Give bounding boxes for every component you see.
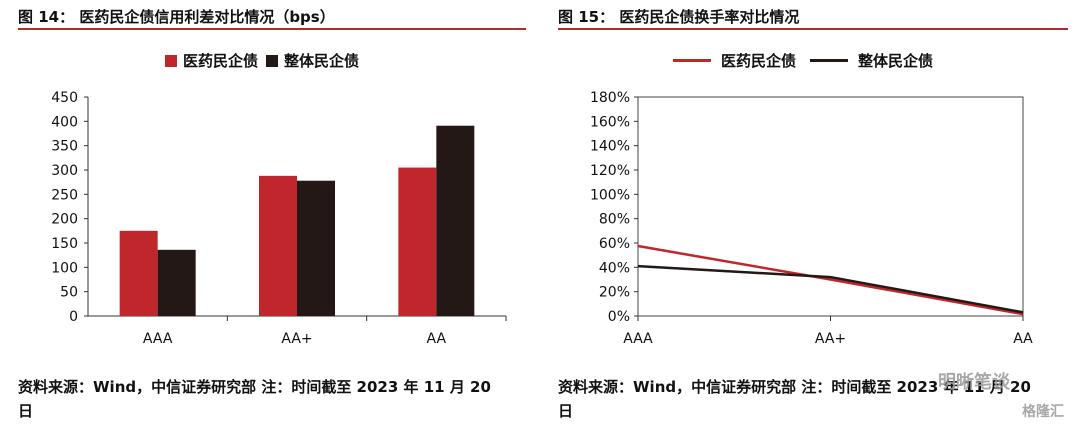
legend: 医药民企债 整体民企债 — [673, 50, 941, 71]
x-tick-label: AA+ — [281, 331, 312, 347]
y-tick-label: 60% — [599, 236, 630, 252]
series-line-overall — [637, 264, 1024, 314]
y-tick-label: 250 — [51, 187, 78, 203]
y-tick-label: 120% — [590, 163, 630, 179]
y-tick-label: 200 — [51, 212, 78, 228]
bar-overall — [297, 180, 335, 316]
y-tick-label: 40% — [599, 260, 630, 276]
source-note: 资料来源：Wind，中信证券研究部 注：时间截至 2023 年 11 月 20 … — [558, 375, 1068, 423]
bar-overall — [157, 249, 196, 316]
plot-frame — [637, 96, 1024, 317]
legend-item-black: 整体民企债 — [266, 50, 359, 71]
source-line: 日 — [18, 402, 34, 420]
bar-overall — [436, 125, 475, 316]
series-line-pharma — [637, 244, 1024, 316]
chart-title: 图 14： 医药民企债信用利差对比情况（bps） — [18, 8, 335, 26]
left-panel: 图 14： 医药民企债信用利差对比情况（bps） 医药民企债 整体民企债 0 50… — [18, 0, 526, 431]
y-tick-label: 350 — [51, 139, 78, 155]
x-tick-label: AA — [427, 331, 447, 347]
legend-line-black — [810, 59, 849, 62]
source-note: 资料来源：Wind，中信证券研究部 注：时间截至 2023 年 11 月 20 … — [18, 375, 526, 423]
bar-pharma — [119, 230, 158, 316]
legend-label: 整体民企债 — [284, 52, 360, 70]
legend-item-red: 医药民企债 — [165, 50, 258, 71]
bar-pharma — [259, 175, 297, 316]
y-tick-label: 20% — [599, 285, 630, 301]
y-tick-label: 140% — [590, 139, 630, 155]
y-tick-label: 80% — [599, 212, 630, 228]
legend-line-red — [673, 59, 711, 62]
legend-label: 医药民企债 — [721, 52, 797, 70]
y-tick-label: 450 — [51, 90, 78, 106]
legend: 医药民企债 整体民企债 — [165, 50, 367, 71]
legend-swatch-black — [266, 54, 279, 67]
x-tick-label: AA+ — [815, 331, 846, 347]
legend-item-black: 整体民企债 — [810, 50, 933, 71]
bar-pharma — [398, 167, 437, 316]
title-rule — [18, 28, 526, 30]
legend-label: 医药民企债 — [183, 52, 259, 70]
watermark-logo-text: 格隆汇 — [1022, 404, 1064, 420]
y-tick-label: 150 — [51, 236, 78, 252]
title-rule — [558, 28, 1068, 30]
y-tick-label: 160% — [590, 114, 630, 130]
y-tick-label: 300 — [51, 163, 78, 179]
source-line: 日 — [558, 402, 574, 420]
legend-swatch-red — [165, 54, 177, 67]
y-tick-label: 0% — [608, 309, 630, 325]
legend-label: 整体民企债 — [858, 52, 934, 70]
source-line: 资料来源：Wind，中信证券研究部 注：时间截至 2023 年 11 月 20 — [18, 378, 491, 396]
x-tick-label: AA — [1013, 331, 1033, 347]
x-tick-label: AAA — [143, 331, 173, 347]
legend-item-red: 医药民企债 — [673, 50, 796, 71]
right-panel: 图 15： 医药民企债换手率对比情况 医药民企债 整体民企债 0% 20% 40% 6… — [558, 0, 1068, 431]
y-tick-label: 180% — [590, 90, 630, 106]
x-tick-label: AAA — [623, 331, 653, 347]
watermark-text: 明晰笔谈 — [938, 372, 1010, 393]
y-tick-label: 0 — [69, 309, 78, 325]
chart-title: 图 15： 医药民企债换手率对比情况 — [558, 8, 800, 26]
y-tick-label: 400 — [51, 114, 78, 130]
source-line: 资料来源：Wind，中信证券研究部 注：时间截至 2023 年 11 月 20 — [558, 378, 1031, 396]
y-tick-label: 100% — [590, 187, 630, 203]
y-tick-label: 50 — [60, 285, 78, 301]
y-tick-label: 100 — [51, 260, 78, 276]
